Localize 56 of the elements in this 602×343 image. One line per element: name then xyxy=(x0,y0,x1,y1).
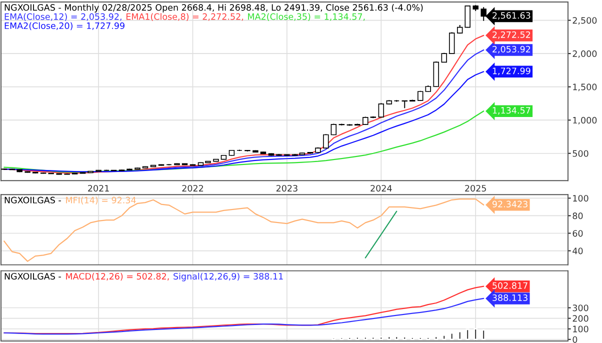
data-label: 502.817 xyxy=(492,282,528,289)
bar xyxy=(450,332,454,340)
candlestick xyxy=(378,102,384,118)
y-tick-label: 40 xyxy=(572,248,583,254)
candlestick xyxy=(394,100,400,102)
data-label: 388.113 xyxy=(492,294,528,301)
y-tick-label: 500 xyxy=(572,150,588,157)
series-label: MFI(14) = 92.34 xyxy=(66,196,136,204)
y-tick-label: 2,500 xyxy=(572,17,597,25)
chart-title: NGXOILGAS - xyxy=(4,196,61,204)
data-label: 2,272.52 xyxy=(492,31,530,39)
data-label: 1,134.57 xyxy=(492,107,530,115)
bar xyxy=(410,336,414,340)
candlestick xyxy=(464,5,470,28)
bar xyxy=(434,336,438,340)
data-label: 2,053.92 xyxy=(492,46,530,54)
y-tick-label: 200 xyxy=(572,315,588,322)
bar xyxy=(394,336,398,340)
bar xyxy=(426,336,430,340)
bar xyxy=(482,329,486,340)
candlestick xyxy=(323,134,329,149)
chart-title: NGXOILGAS - xyxy=(4,272,61,280)
bar xyxy=(348,336,352,340)
bar xyxy=(379,336,384,340)
y-tick-label: 80 xyxy=(572,212,583,220)
bar xyxy=(466,328,470,340)
chart-title: NGXOILGAS - Monthly 02/28/2025 Open 2668.4, Hi 2698.48, Lo 2491.39, Close 2561.63 (-4.0%) xyxy=(4,4,423,12)
text: Signal(12,26,9) = 388.11 xyxy=(174,272,283,282)
text: EMA2(Close,20) = 1,727.99 xyxy=(4,22,124,30)
bar xyxy=(387,336,392,340)
x-tick-label: 2024 xyxy=(370,184,392,192)
text: MA2(Close,35) = 1,134.57, xyxy=(248,13,365,21)
y-tick-label: 100 xyxy=(573,194,588,202)
text: EMA(Close,12) = 2,053.92, xyxy=(4,13,122,21)
y-tick-label: 0 xyxy=(572,336,578,343)
bar xyxy=(474,328,478,340)
y-tick-label: 1,000 xyxy=(573,116,597,124)
text: EMA1(Close,8) = 2,272.52, xyxy=(126,13,244,21)
bar xyxy=(418,336,422,340)
y-tick-label: 100 xyxy=(573,326,588,332)
text: 2,561.63 xyxy=(492,12,530,20)
bar xyxy=(371,336,376,340)
x-tick-label: 2025 xyxy=(465,184,486,192)
bar xyxy=(442,334,446,340)
x-tick-label: 2021 xyxy=(88,184,109,192)
x-tick-label: 2023 xyxy=(276,184,298,192)
y-tick-label: 1,500 xyxy=(573,84,597,92)
x-tick-label: 2022 xyxy=(182,184,204,192)
y-tick-label: 60 xyxy=(572,230,583,237)
candlestick xyxy=(448,32,455,54)
text: MACD(12,26) = 502.82, xyxy=(66,272,169,281)
y-tick-label: 2,000 xyxy=(572,50,597,58)
data-label: 1,727.99 xyxy=(492,68,530,76)
y-tick-label: 300 xyxy=(572,304,588,312)
bar xyxy=(458,330,462,340)
data-label: 92.3423 xyxy=(492,200,528,208)
